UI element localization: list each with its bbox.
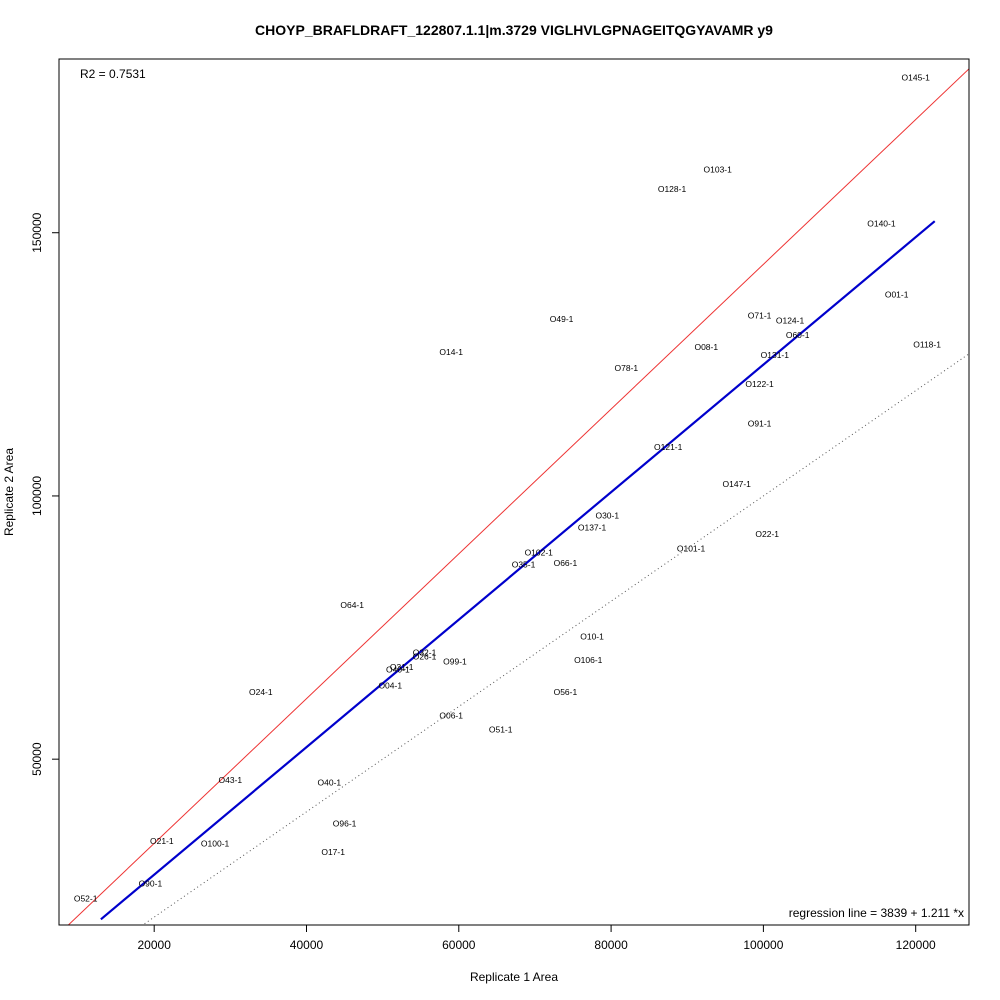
point-label: O26-1 xyxy=(413,652,437,662)
x-tick-label: 120000 xyxy=(896,938,936,952)
point-label: O32-1 xyxy=(413,647,437,657)
point-label: O145-1 xyxy=(902,72,931,82)
point-label: O122-1 xyxy=(745,379,774,389)
point-label: O40-1 xyxy=(386,665,410,675)
y-tick-label: 150000 xyxy=(30,212,44,252)
point-label: O71-1 xyxy=(748,310,772,320)
point-label: O103-1 xyxy=(704,165,733,175)
point-label: O78-1 xyxy=(615,363,639,373)
x-axis: 20000 40000 60000 80000 100000 120000 xyxy=(138,924,936,952)
lines-layer xyxy=(67,68,969,925)
point-label: O49-1 xyxy=(550,314,574,324)
point-label: O51-1 xyxy=(489,725,513,735)
fit-line xyxy=(67,68,969,925)
x-tick-label: 40000 xyxy=(290,938,324,952)
point-label: O40-1 xyxy=(318,777,342,787)
chart-title: CHOYP_BRAFLDRAFT_122807.1.1|m.3729 VIGLH… xyxy=(255,22,773,38)
point-label: O31-1 xyxy=(390,662,414,672)
x-tick-label: 20000 xyxy=(138,938,172,952)
point-label: O96-1 xyxy=(333,818,357,828)
point-label: O56-1 xyxy=(554,687,578,697)
point-label: O06-1 xyxy=(439,710,463,720)
point-label: O128-1 xyxy=(658,184,687,194)
x-tick-label: 60000 xyxy=(442,938,476,952)
point-label: O147-1 xyxy=(723,479,752,489)
point-label: O10-1 xyxy=(580,632,604,642)
point-label: O131-1 xyxy=(761,350,790,360)
point-label: O52-1 xyxy=(74,894,98,904)
point-label: O140-1 xyxy=(867,218,896,228)
point-label: O60-1 xyxy=(786,330,810,340)
point-label: O08-1 xyxy=(694,342,718,352)
x-tick-label: 80000 xyxy=(594,938,628,952)
r2-annotation: R2 = 0.7531 xyxy=(80,67,146,81)
point-label: O137-1 xyxy=(578,523,607,533)
point-label: O90-1 xyxy=(139,878,163,888)
y-tick-label: 50000 xyxy=(30,742,44,776)
point-label: O24-1 xyxy=(249,687,273,697)
y-axis-label: Replicate 2 Area xyxy=(2,448,16,536)
point-label: O121-1 xyxy=(654,442,683,452)
x-axis-label: Replicate 1 Area xyxy=(470,970,558,984)
point-label: O17-1 xyxy=(321,847,345,857)
y-tick-label: 100000 xyxy=(30,476,44,516)
point-label: O106-1 xyxy=(574,655,603,665)
y-axis: 50000 100000 150000 xyxy=(30,212,60,776)
point-label: O118-1 xyxy=(913,339,941,349)
regression-annotation: regression line = 3839 + 1.211 *x xyxy=(789,906,964,920)
point-label: O04-1 xyxy=(378,680,402,690)
point-label: O35-1 xyxy=(512,559,536,569)
point-label: O01-1 xyxy=(885,289,909,299)
point-label: O30-1 xyxy=(595,510,619,520)
point-label: O99-1 xyxy=(443,656,467,666)
identity-line xyxy=(141,353,969,925)
point-label: O102-1 xyxy=(525,547,554,557)
point-label: O64-1 xyxy=(340,600,364,610)
x-tick-label: 100000 xyxy=(743,938,783,952)
point-label: O124-1 xyxy=(776,316,805,326)
point-label: O100-1 xyxy=(201,838,230,848)
point-label: O66-1 xyxy=(554,558,578,568)
point-label: O43-1 xyxy=(219,775,243,785)
point-label: O91-1 xyxy=(748,418,772,428)
point-label: O101-1 xyxy=(677,544,706,554)
point-label: O22-1 xyxy=(755,529,779,539)
point-label: O21-1 xyxy=(150,836,174,846)
point-label: O14-1 xyxy=(439,347,463,357)
regression-line xyxy=(100,220,936,921)
points-layer: O145-1 O103-1 O128-1 O140-1 O01-1 O71-1 O124-1… xyxy=(74,72,941,903)
